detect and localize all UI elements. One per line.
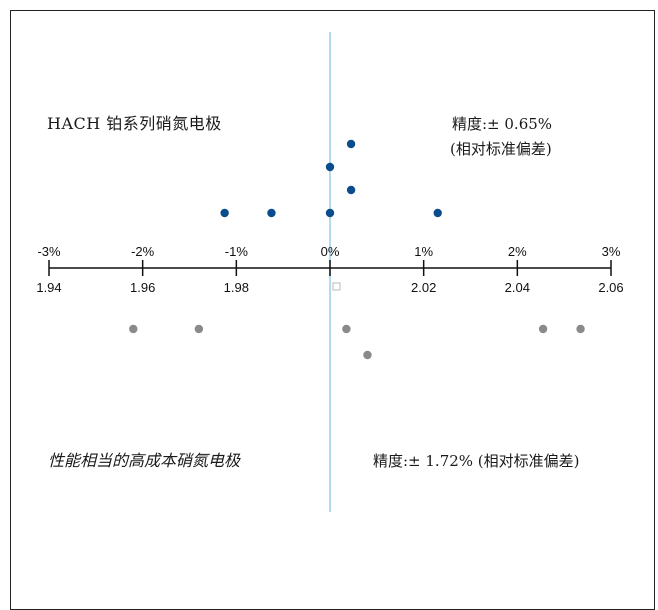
- top-tick-label: 1%: [414, 244, 433, 259]
- bottom-tick-label: 2.02: [411, 280, 436, 295]
- top-tick-label: 3%: [602, 244, 621, 259]
- data-point-hach: [346, 185, 356, 195]
- data-point-hach: [346, 139, 356, 149]
- data-point-competitor: [342, 324, 351, 334]
- top-tick-label: -1%: [225, 244, 249, 259]
- data-point-competitor: [538, 324, 548, 334]
- precision-label-competitor: 精度:± 1.72% (相对标准偏差): [373, 452, 580, 470]
- top-tick-label: 2%: [508, 244, 527, 259]
- precision-label-hach: 精度:± 0.65% (相对标准偏差): [450, 112, 553, 162]
- data-point-hach: [325, 162, 335, 172]
- data-point-competitor: [194, 324, 204, 334]
- series-label-hach: HACH 铂系列硝氮电极: [47, 114, 222, 133]
- bottom-tick-label: 1.98: [224, 280, 249, 295]
- data-point-hach: [433, 208, 442, 218]
- top-tick-label: 0%: [321, 244, 340, 259]
- bottom-tick-label: 1.96: [130, 280, 155, 295]
- data-point-hach: [325, 208, 335, 218]
- data-point-competitor: [576, 324, 585, 334]
- precision-value-hach: 精度:± 0.65%: [452, 115, 553, 133]
- precision-note-hach: (相对标准偏差): [450, 140, 552, 158]
- scatter-chart: -3% 1.94 -2% 1.96 -1% 1.98 0% 1% 2.02 2% 2.04 3% 2.0…: [36, 32, 624, 512]
- data-point-competitor: [363, 350, 372, 360]
- data-point-competitor: [129, 324, 138, 334]
- bottom-tick-label: 2.06: [598, 280, 623, 295]
- bottom-tick-label: 1.94: [36, 280, 61, 295]
- data-point-hach: [220, 208, 229, 218]
- center-marker: [332, 282, 341, 291]
- series-label-competitor: 性能相当的高成本硝氮电极: [48, 451, 241, 470]
- bottom-tick-label: 2.04: [505, 280, 530, 295]
- top-tick-label: -3%: [37, 244, 61, 259]
- data-point-hach: [267, 208, 276, 218]
- top-tick-label: -2%: [131, 244, 155, 259]
